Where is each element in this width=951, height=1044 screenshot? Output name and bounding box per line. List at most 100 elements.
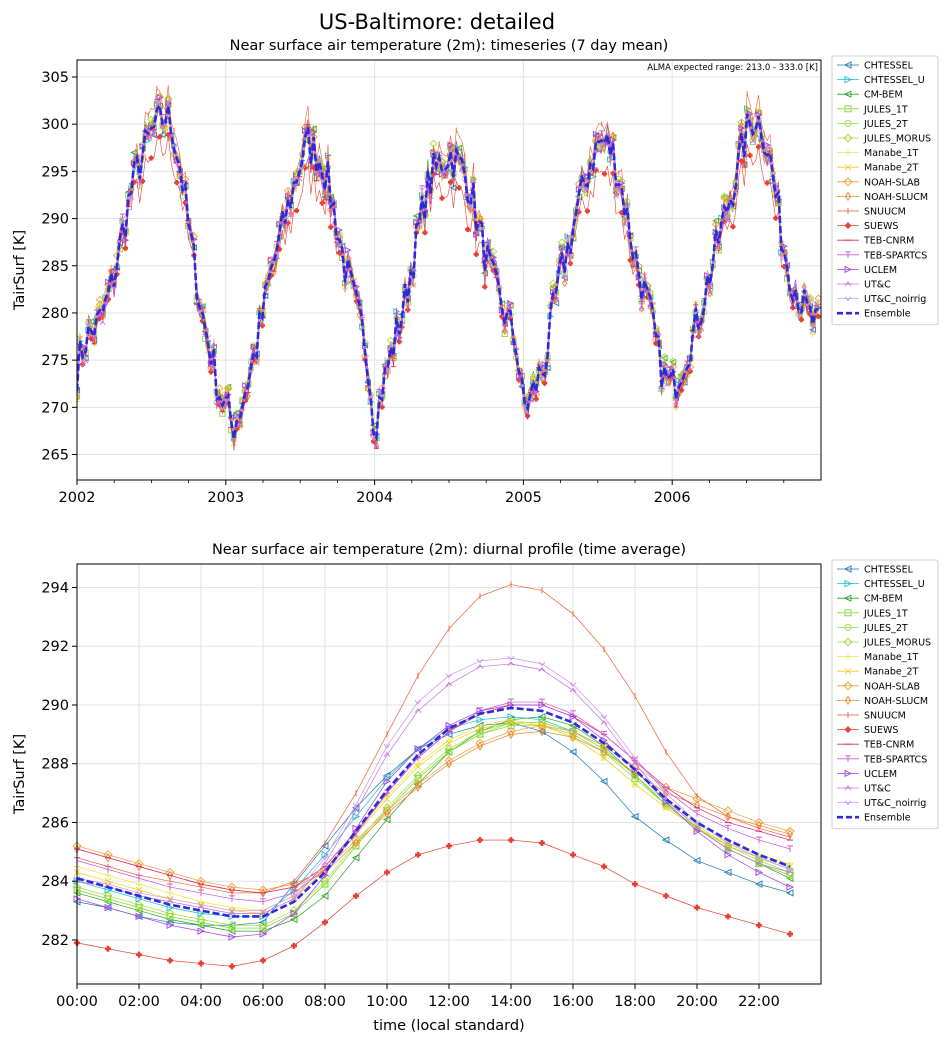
data-point [693,827,702,836]
data-point [449,184,457,192]
data-point [242,382,249,389]
series-line [77,100,819,437]
data-point [290,893,298,899]
data-point [467,205,474,215]
legend-label: SNUUCM [864,207,906,218]
data-point [599,777,608,786]
data-point [228,908,236,914]
legend-entry: JULES_2T [837,623,908,634]
data-point [260,957,266,964]
timeseries-grid [76,60,821,480]
data-point [661,836,670,844]
data-point [707,289,713,298]
series-line [76,725,791,929]
ytick-label: 270 [41,400,69,416]
series-ut-c-noirrig [73,655,794,914]
data-point [446,758,452,769]
timeseries-frame [76,59,822,481]
data-point [787,931,793,938]
data-point [259,908,267,914]
series-line [76,704,791,894]
data-point [228,933,237,941]
data-point [631,755,639,761]
xtick-label: 2004 [356,490,393,506]
data-point [764,180,770,186]
data-point [414,708,422,713]
legend-marker [845,726,851,733]
legend-label: UT&C [864,784,891,795]
data-point [198,960,204,967]
data-point [801,288,808,293]
legend-label: UCLEM [864,769,897,780]
data-point [754,880,763,888]
legend-label: JULES_MORUS [863,134,931,145]
data-point [167,889,173,896]
data-point [422,230,428,236]
data-point [104,903,113,912]
data-point [427,197,434,202]
data-point [599,741,609,751]
data-point [197,927,206,935]
data-point [290,909,299,918]
data-point [641,273,648,280]
data-point [570,732,576,743]
xtick-label: 2006 [654,490,691,506]
legend-entry: JULES_MORUS [837,133,931,145]
data-point [445,673,453,679]
data-point [351,835,361,845]
legend-marker [845,653,851,660]
data-point [167,957,173,964]
data-point [530,373,537,380]
data-point [621,222,628,227]
data-point [707,291,714,296]
series-uclem [73,701,795,941]
data-point [210,342,217,347]
ytick-label: 295 [41,164,69,180]
data-point [641,277,648,282]
data-point [445,739,453,747]
data-point [738,124,746,132]
data-point [214,403,220,409]
legend-label: NOAH-SLAB [864,681,920,692]
data-point [613,194,619,199]
data-point [148,155,154,161]
data-point [600,720,608,725]
data-point [444,744,454,754]
data-point [601,171,608,177]
legend-marker [844,667,852,675]
data-point [724,218,731,224]
data-point [754,856,764,866]
data-point [413,770,423,781]
legend-entry: NOAH-SLUCM [837,695,928,707]
data-point [475,726,485,736]
series-line [77,102,819,442]
data-point [415,760,421,767]
data-point [477,837,483,844]
data-point [352,812,361,821]
legend-label: JULES_MORUS [863,638,931,649]
data-point [694,800,700,810]
data-point [456,185,462,191]
data-point [476,228,483,233]
data-point [778,254,785,259]
data-point [501,328,508,333]
ytick-label: 288 [41,757,69,773]
series-noah-slab [72,721,795,895]
legend-label: CHTESSEL_U [864,75,925,86]
series-line [77,85,819,442]
xtick-label: 18:00 [614,994,656,1010]
legend-marker [844,609,852,617]
timeseries-lines [77,85,821,451]
data-point [415,754,421,761]
legend-entry: Ensemble [837,813,911,824]
ytick-label: 285 [41,259,69,275]
data-point [352,808,360,813]
data-point [581,189,588,194]
xtick-label: 2005 [505,490,542,506]
series-line [76,584,791,894]
data-point [475,738,485,748]
diurnal-ylabel: TairSurf [K] [12,734,28,815]
legend-marker [845,755,851,762]
data-point [601,863,607,870]
data-point [604,133,611,138]
